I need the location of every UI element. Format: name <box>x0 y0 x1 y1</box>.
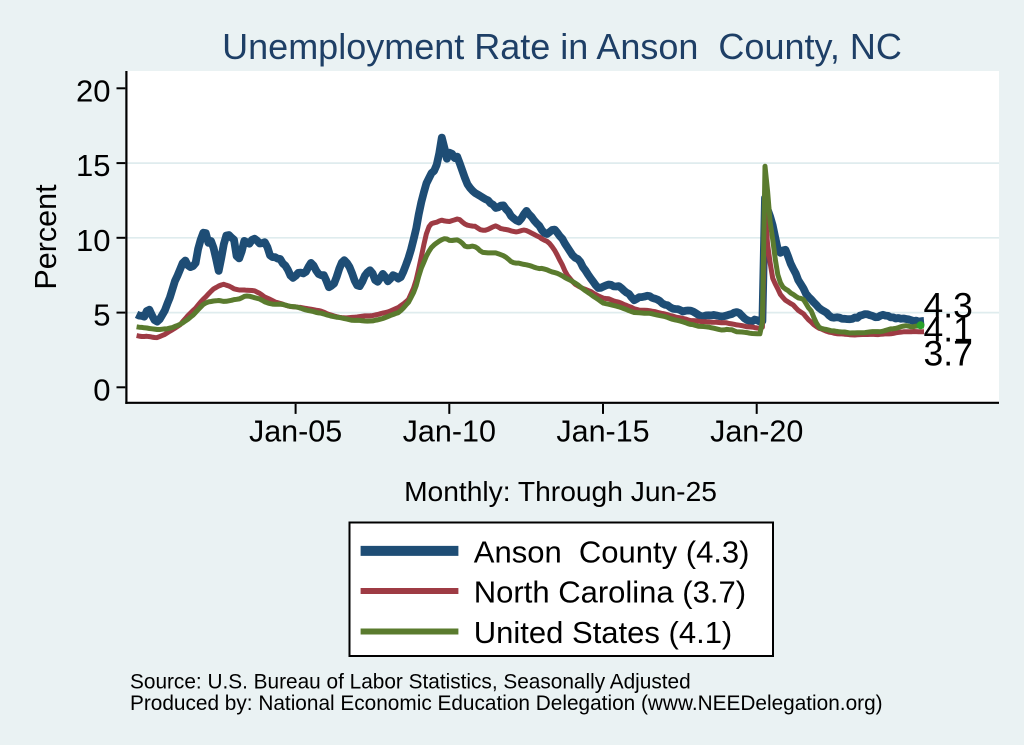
svg-text:Monthly: Through Jun-25: Monthly: Through Jun-25 <box>404 475 717 507</box>
svg-text:20: 20 <box>76 73 110 108</box>
svg-text:3.7: 3.7 <box>924 334 973 374</box>
svg-text:North Carolina (3.7): North Carolina (3.7) <box>474 575 746 610</box>
svg-text:Jan-05: Jan-05 <box>249 415 342 449</box>
svg-text:4.1: 4.1 <box>924 309 973 349</box>
svg-text:Source: U.S. Bureau of Labor S: Source: U.S. Bureau of Labor Statistics,… <box>130 671 691 694</box>
svg-text:Produced by: National Economic: Produced by: National Economic Education… <box>130 692 883 715</box>
svg-text:United States (4.1): United States (4.1) <box>474 615 732 650</box>
svg-text:Jan-10: Jan-10 <box>403 415 496 449</box>
svg-text:0: 0 <box>93 372 110 407</box>
svg-text:Percent: Percent <box>29 184 63 290</box>
svg-text:4.3: 4.3 <box>924 285 973 325</box>
svg-text:10: 10 <box>76 223 110 258</box>
svg-text:15: 15 <box>76 148 110 183</box>
svg-text:5: 5 <box>93 298 110 333</box>
svg-text:Jan-20: Jan-20 <box>710 415 803 449</box>
svg-text:Unemployment Rate in Anson Co: Unemployment Rate in Anson County, NC <box>222 26 902 67</box>
svg-text:Anson County (4.3): Anson County (4.3) <box>474 534 750 569</box>
svg-text:Jan-15: Jan-15 <box>556 415 649 449</box>
